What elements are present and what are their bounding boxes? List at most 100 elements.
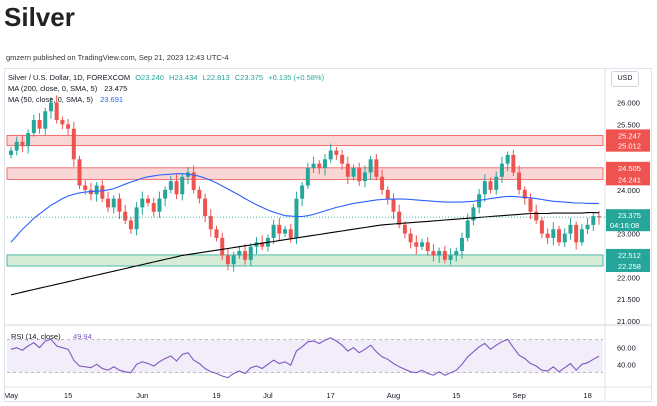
candle-body: [494, 176, 499, 190]
price-level-label: 22.258: [618, 262, 641, 271]
chart-frame[interactable]: 26.00025.50025.00024.50024.00023.50023.0…: [4, 68, 652, 402]
price-level-badge: [606, 161, 650, 174]
price-level-badge: [606, 129, 650, 142]
x-tick-label: Sep: [512, 391, 525, 400]
last-price-label: 23.375: [618, 211, 641, 220]
y-tick-label: 25.500: [617, 120, 640, 129]
zone-resistance-lower: [6, 167, 604, 180]
candle-body: [357, 168, 362, 182]
candle-body: [351, 168, 356, 177]
candle-body: [100, 185, 105, 199]
currency-button[interactable]: USD: [611, 71, 639, 87]
candle-body: [362, 172, 367, 182]
candle-body: [106, 198, 111, 208]
candle-body: [597, 216, 601, 218]
y-tick-label: 24.000: [617, 186, 640, 195]
candle-body: [522, 189, 527, 199]
price-chart[interactable]: 26.00025.50025.00024.50024.00023.50023.0…: [5, 69, 652, 402]
candle-body: [77, 159, 82, 186]
ohlc-close: C23.375: [234, 73, 264, 82]
candle-body: [374, 159, 379, 177]
x-tick-label: 18: [583, 391, 591, 400]
candle-body: [14, 141, 19, 151]
candle-body: [111, 198, 116, 208]
candle-body: [385, 189, 390, 199]
candle-body: [471, 207, 476, 221]
candle-body: [585, 224, 590, 230]
ma50-legend[interactable]: MA (50, close, 0, SMA, 5) 23.691: [8, 95, 123, 105]
candle-body: [482, 181, 487, 195]
ma200-line: [10, 212, 600, 296]
candle-body: [288, 229, 293, 238]
candle-body: [454, 251, 459, 256]
candle-body: [243, 251, 248, 260]
candle-body: [197, 189, 202, 199]
candle-body: [271, 224, 276, 238]
candle-body: [317, 163, 322, 169]
candle-body: [168, 181, 173, 190]
rsi-tick-label: 60.00: [617, 344, 636, 353]
candle-body: [368, 159, 373, 173]
candle-body: [499, 163, 504, 177]
candle-body: [146, 198, 151, 203]
candle-body: [408, 233, 413, 243]
candle-body: [191, 172, 196, 190]
candle-body: [123, 211, 128, 221]
candle-body: [437, 251, 442, 256]
candle-body: [311, 163, 316, 169]
candle-body: [414, 242, 419, 247]
candle-body: [442, 251, 447, 260]
candle-body: [539, 220, 544, 234]
candle-body: [48, 102, 53, 112]
ma200-value: 23.475: [104, 84, 128, 93]
ma200-legend[interactable]: MA (200, close, 0, SMA, 5) 23.475: [8, 84, 127, 94]
candle-body: [231, 255, 236, 265]
candle-body: [83, 185, 88, 190]
symbol-legend: Silver / U.S. Dollar, 1D, FOREXCOM O23.2…: [8, 73, 324, 83]
symbol-title[interactable]: Silver / U.S. Dollar, 1D, FOREXCOM: [8, 73, 131, 82]
price-level-label: 25.247: [618, 131, 641, 140]
candle-body: [545, 233, 550, 238]
candle-body: [140, 198, 145, 208]
ma50-line: [10, 173, 599, 243]
candle-body: [37, 119, 42, 129]
candle-body: [248, 246, 253, 260]
ma200-label: MA (200, close, 0, SMA, 5): [8, 84, 98, 93]
x-tick-label: 17: [327, 391, 335, 400]
candle-body: [260, 242, 265, 247]
candle-body: [294, 198, 299, 238]
candle-body: [208, 216, 213, 230]
y-tick-label: 21.000: [617, 317, 640, 326]
candle-body: [328, 150, 333, 160]
candle-body: [151, 203, 156, 212]
page-title: Silver: [4, 2, 75, 32]
candle-body: [237, 251, 242, 256]
ohlc-open: O23.240: [135, 73, 164, 82]
candle-body: [43, 111, 48, 129]
candle-body: [345, 163, 350, 177]
candle-body: [574, 224, 579, 243]
candle-body: [180, 176, 185, 195]
candle-body: [20, 141, 25, 147]
candle-body: [128, 220, 133, 230]
candle-body: [305, 168, 310, 186]
tradingview-attribution[interactable]: gmzern published on TradingView.com, Sep…: [6, 53, 229, 62]
last-price-badge: [606, 209, 650, 232]
candle-body: [397, 211, 402, 225]
candle-body: [557, 229, 562, 243]
candle-body: [225, 255, 230, 265]
candle-body: [420, 242, 425, 247]
candle-body: [488, 181, 493, 190]
x-tick-label: Jun: [136, 391, 148, 400]
candle-body: [322, 159, 327, 169]
price-level-badge: [606, 173, 650, 186]
candle-body: [283, 229, 288, 234]
candle-body: [277, 224, 282, 234]
x-tick-label: 15: [64, 391, 72, 400]
rsi-tick-label: 40.00: [617, 360, 636, 369]
candle-body: [157, 198, 162, 212]
candle-body: [340, 154, 345, 164]
x-tick-label: 19: [212, 391, 220, 400]
candle-body: [334, 150, 339, 155]
candle-body: [511, 154, 516, 173]
